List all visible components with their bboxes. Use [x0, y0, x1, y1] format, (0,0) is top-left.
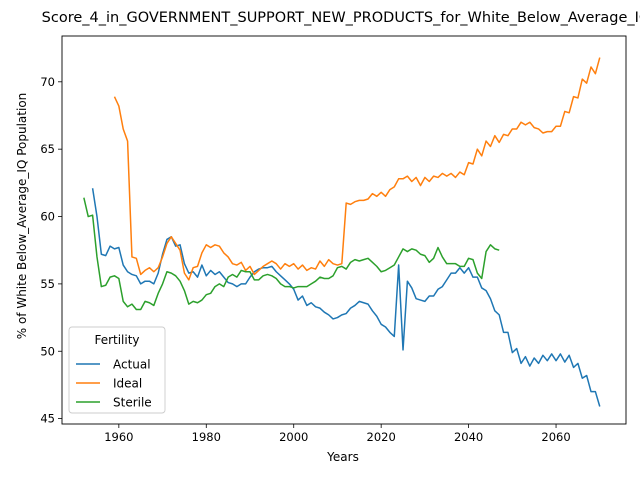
legend-box — [68, 326, 166, 414]
x-tick-label: 1980 — [192, 430, 221, 444]
x-tick-label: 2020 — [367, 430, 396, 444]
y-tick-label: 60 — [40, 210, 55, 224]
y-tick-label: 65 — [40, 142, 55, 156]
chart-title: Score_4_in_GOVERNMENT_SUPPORT_NEW_PRODUC… — [42, 10, 640, 26]
x-tick-label: 2000 — [279, 430, 308, 444]
legend: Fertility Actual Ideal Sterile — [68, 326, 166, 414]
x-axis-label: Years — [326, 450, 359, 464]
legend-items: Actual Ideal Sterile — [76, 358, 152, 410]
y-tick-label: 45 — [40, 412, 55, 426]
x-tick-label: 2060 — [541, 430, 570, 444]
y-axis-label: % of White Below_Average_IQ Population — [15, 93, 29, 340]
y-tick-label: 55 — [40, 277, 55, 291]
x-tick-label: 2040 — [454, 430, 483, 444]
series-layer — [83, 57, 601, 407]
axes-frame — [61, 35, 627, 425]
y-tick-label: 70 — [40, 75, 55, 89]
legend-label-sterile: Sterile — [113, 396, 152, 410]
legend-label-ideal: Ideal — [113, 377, 142, 391]
x-tick-label: 1960 — [104, 430, 133, 444]
legend-title: Fertility — [94, 333, 139, 347]
plot-area — [61, 35, 627, 425]
series-line-ideal — [113, 57, 601, 281]
y-axis: 45 50 55 60 65 70 — [40, 75, 62, 426]
y-tick-label: 50 — [40, 344, 55, 358]
series-line-sterile — [83, 197, 500, 311]
x-axis: 1960 1980 2000 2020 2040 2060 — [104, 424, 571, 444]
legend-label-actual: Actual — [113, 358, 151, 372]
